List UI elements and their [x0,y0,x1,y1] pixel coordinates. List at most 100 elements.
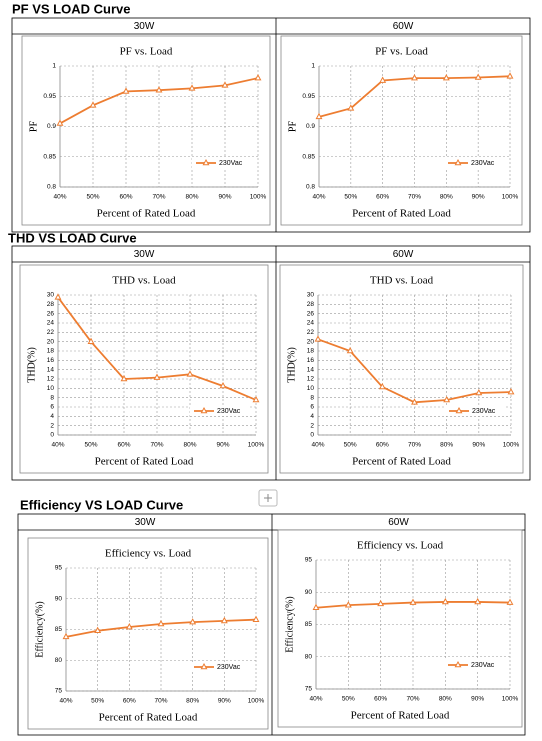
data-point [474,73,482,80]
data-point [125,622,133,630]
x-tick-label: 50% [86,194,99,201]
legend-marker [202,158,210,166]
y-tick-label: 6 [50,404,54,411]
y-tick-label: 1 [311,63,315,70]
chart-frame [21,35,271,226]
y-tick-label: 10 [47,385,55,392]
data-point [344,601,352,608]
x-tick-label: 100% [503,442,520,449]
data-point [62,632,70,640]
y-tick-label: 18 [47,348,55,355]
y-tick-label: 30 [47,292,55,299]
data-point [346,346,354,354]
x-tick-label: 90% [472,442,485,449]
column-header: 60W [393,21,414,32]
y-tick-label: 0.8 [47,184,56,191]
data-point [87,337,95,344]
data-point [347,104,355,111]
y-tick-label: 1 [52,63,56,70]
section-heading: Efficiency VS LOAD Curve [20,497,183,512]
y-tick-label: 24 [307,320,315,327]
chart-title: PF vs. Load [120,46,173,58]
data-point [379,76,387,83]
y-tick-label: 12 [47,376,55,383]
data-point [188,84,196,91]
x-tick-label: 60% [376,194,389,201]
x-tick-label: 60% [117,442,130,449]
column-header: 60W [388,517,409,528]
data-point [89,101,97,108]
data-point [411,398,418,405]
table-border [11,17,531,233]
table-border [17,513,526,736]
legend-label: 230Vac [471,160,495,167]
legend-box [444,158,504,168]
x-tick-label: 80% [183,442,196,449]
x-tick-label: 100% [248,698,265,705]
x-tick-label: 80% [186,698,199,705]
y-tick-label: 24 [47,320,55,327]
x-tick-label: 40% [309,696,322,703]
legend-marker [200,662,208,670]
y-tick-label: 26 [307,310,315,317]
x-tick-label: 80% [440,194,453,201]
chart-title: Efficiency vs. Load [105,548,192,560]
column-header: 30W [134,249,155,260]
y-tick-label: 0.85 [302,153,315,160]
x-tick-label: 100% [502,194,519,201]
x-tick-label: 80% [439,696,452,703]
legend-box [190,662,250,672]
x-tick-label: 40% [312,194,325,201]
data-point [442,74,450,81]
data-point [377,599,385,607]
x-tick-label: 70% [408,194,421,201]
legend-label: 230Vac [217,408,241,415]
y-tick-label: 90 [305,589,313,596]
chart-title: PF vs. Load [375,46,428,58]
x-tick-label: 60% [376,442,389,449]
table-border [11,245,531,481]
chart-title: THD vs. Load [370,275,434,287]
x-tick-label: 60% [374,696,387,703]
y-tick-label: 14 [307,366,315,373]
chart-frame [27,537,269,730]
y-tick-label: 16 [307,357,315,364]
y-tick-label: 0.85 [43,153,56,160]
y-tick-label: 80 [305,653,313,660]
y-tick-label: 75 [55,688,63,695]
y-tick-label: 16 [47,357,55,364]
y-axis-label: THD(%) [286,347,297,383]
section-heading: PF VS LOAD Curve [12,1,130,16]
x-tick-label: 70% [154,698,167,705]
x-tick-label: 60% [123,698,136,705]
y-tick-label: 95 [305,557,313,564]
y-tick-label: 0.9 [47,123,56,130]
x-tick-label: 40% [311,442,324,449]
y-tick-label: 8 [50,394,54,401]
legend-label: 230Vac [472,408,496,415]
x-tick-label: 60% [119,194,132,201]
data-point [443,395,451,403]
data-point [120,374,128,382]
data-point [507,388,515,395]
data-point [56,119,64,126]
x-tick-label: 90% [472,194,485,201]
data-point [312,603,320,611]
data-point [441,597,449,605]
y-tick-label: 0.95 [43,93,56,100]
y-tick-label: 0 [50,432,54,439]
y-tick-label: 20 [307,338,315,345]
data-point [252,395,260,403]
x-tick-label: 40% [59,698,72,705]
data-point [506,598,514,605]
data-point [314,335,322,342]
data-point [54,293,62,300]
y-tick-label: 12 [307,376,315,383]
y-tick-label: 8 [310,394,314,401]
data-point [475,388,483,396]
legend-marker [200,406,208,414]
y-tick-label: 80 [55,657,63,664]
chart-title: Efficiency vs. Load [357,540,444,552]
legend-box [190,406,250,416]
